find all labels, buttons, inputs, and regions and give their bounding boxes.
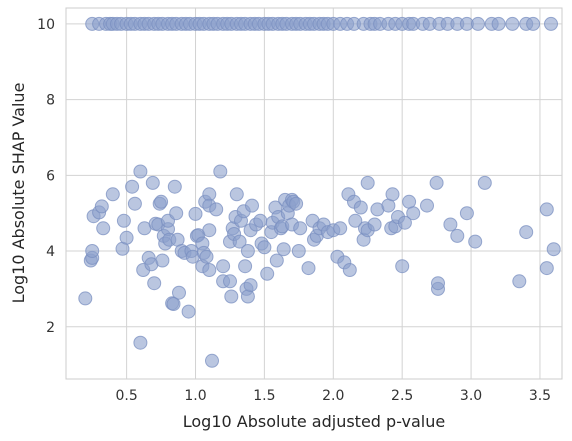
- data-point: [188, 206, 203, 221]
- data-point: [539, 261, 554, 276]
- data-point: [348, 213, 363, 228]
- data-point: [505, 16, 520, 31]
- data-point: [205, 353, 219, 368]
- data-point: [202, 223, 217, 238]
- data-point: [544, 16, 558, 31]
- x-tick-label: 3.0: [460, 388, 482, 404]
- data-point: [145, 175, 160, 190]
- data-point: [291, 244, 306, 258]
- data-point: [119, 230, 134, 245]
- data-point: [468, 234, 483, 249]
- data-point: [367, 217, 382, 232]
- data-point: [253, 213, 268, 228]
- data-point: [276, 242, 291, 257]
- x-tick-label: 0.5: [115, 388, 137, 404]
- data-point: [353, 200, 368, 215]
- data-point: [546, 242, 561, 257]
- data-point: [420, 198, 434, 213]
- data-point: [167, 179, 182, 194]
- x-tick-label: 2.0: [322, 388, 344, 404]
- data-point: [169, 206, 184, 221]
- data-point: [202, 263, 217, 277]
- data-point: [133, 335, 148, 350]
- data-point: [78, 291, 93, 306]
- data-point: [133, 164, 148, 179]
- data-point: [172, 285, 186, 300]
- x-tick-label: 1.5: [253, 388, 275, 404]
- data-point: [333, 221, 348, 236]
- data-point: [243, 278, 258, 293]
- data-point: [429, 175, 444, 190]
- data-point: [431, 276, 445, 291]
- data-point: [526, 16, 541, 31]
- x-tick-labels: 0.5 1.0 1.5 2.0 2.5 3.0 3.5: [115, 388, 551, 404]
- data-point: [155, 253, 170, 268]
- data-point: [94, 199, 109, 214]
- data-point: [96, 221, 111, 236]
- data-point: [471, 16, 485, 31]
- plot-area: [65, 7, 563, 380]
- y-tick-label: 8: [46, 93, 55, 109]
- data-point: [450, 228, 465, 243]
- data-point: [147, 276, 162, 291]
- y-tick-labels: 2 4 6 8 10: [37, 17, 55, 336]
- data-point: [105, 187, 120, 202]
- y-tick-label: 4: [46, 244, 55, 260]
- data-point: [477, 175, 492, 190]
- data-point: [293, 221, 308, 236]
- data-point: [512, 274, 527, 289]
- data-point: [289, 196, 304, 211]
- y-tick-label: 10: [37, 17, 55, 33]
- data-point: [125, 179, 140, 194]
- data-point: [229, 187, 244, 202]
- data-point: [116, 213, 131, 228]
- y-tick-label: 2: [46, 320, 55, 336]
- data-point: [166, 297, 181, 311]
- data-point: [443, 217, 458, 232]
- data-point: [213, 164, 228, 179]
- data-point: [216, 259, 231, 274]
- data-point: [223, 274, 237, 289]
- data-point: [301, 261, 316, 276]
- data-point: [224, 289, 239, 304]
- data-point: [342, 263, 357, 277]
- data-point: [245, 198, 259, 213]
- data-point: [209, 202, 224, 217]
- data-point: [238, 259, 253, 274]
- data-point: [260, 266, 275, 281]
- data-points: [78, 16, 561, 368]
- data-point: [406, 206, 421, 221]
- data-point: [385, 187, 400, 202]
- data-point: [269, 253, 284, 268]
- data-point: [240, 289, 255, 304]
- x-axis-label: Log10 Absolute adjusted p-value: [183, 412, 445, 431]
- data-point: [181, 304, 196, 319]
- data-point: [539, 202, 554, 217]
- data-point: [127, 196, 142, 211]
- y-axis-label: Log10 Absolute SHAP Value: [9, 83, 28, 304]
- data-point: [360, 175, 375, 190]
- data-point: [232, 234, 247, 249]
- y-tick-label: 6: [46, 168, 55, 184]
- data-point: [519, 225, 534, 240]
- x-tick-label: 3.5: [529, 388, 551, 404]
- data-point: [395, 259, 410, 274]
- data-point: [257, 240, 272, 255]
- data-point: [85, 244, 100, 258]
- x-tick-label: 1.0: [184, 388, 206, 404]
- data-point: [240, 244, 255, 258]
- data-point: [397, 215, 412, 230]
- data-point: [199, 249, 214, 264]
- data-point: [459, 206, 474, 221]
- x-tick-label: 2.5: [391, 388, 413, 404]
- data-point: [491, 16, 506, 31]
- data-point: [154, 194, 169, 209]
